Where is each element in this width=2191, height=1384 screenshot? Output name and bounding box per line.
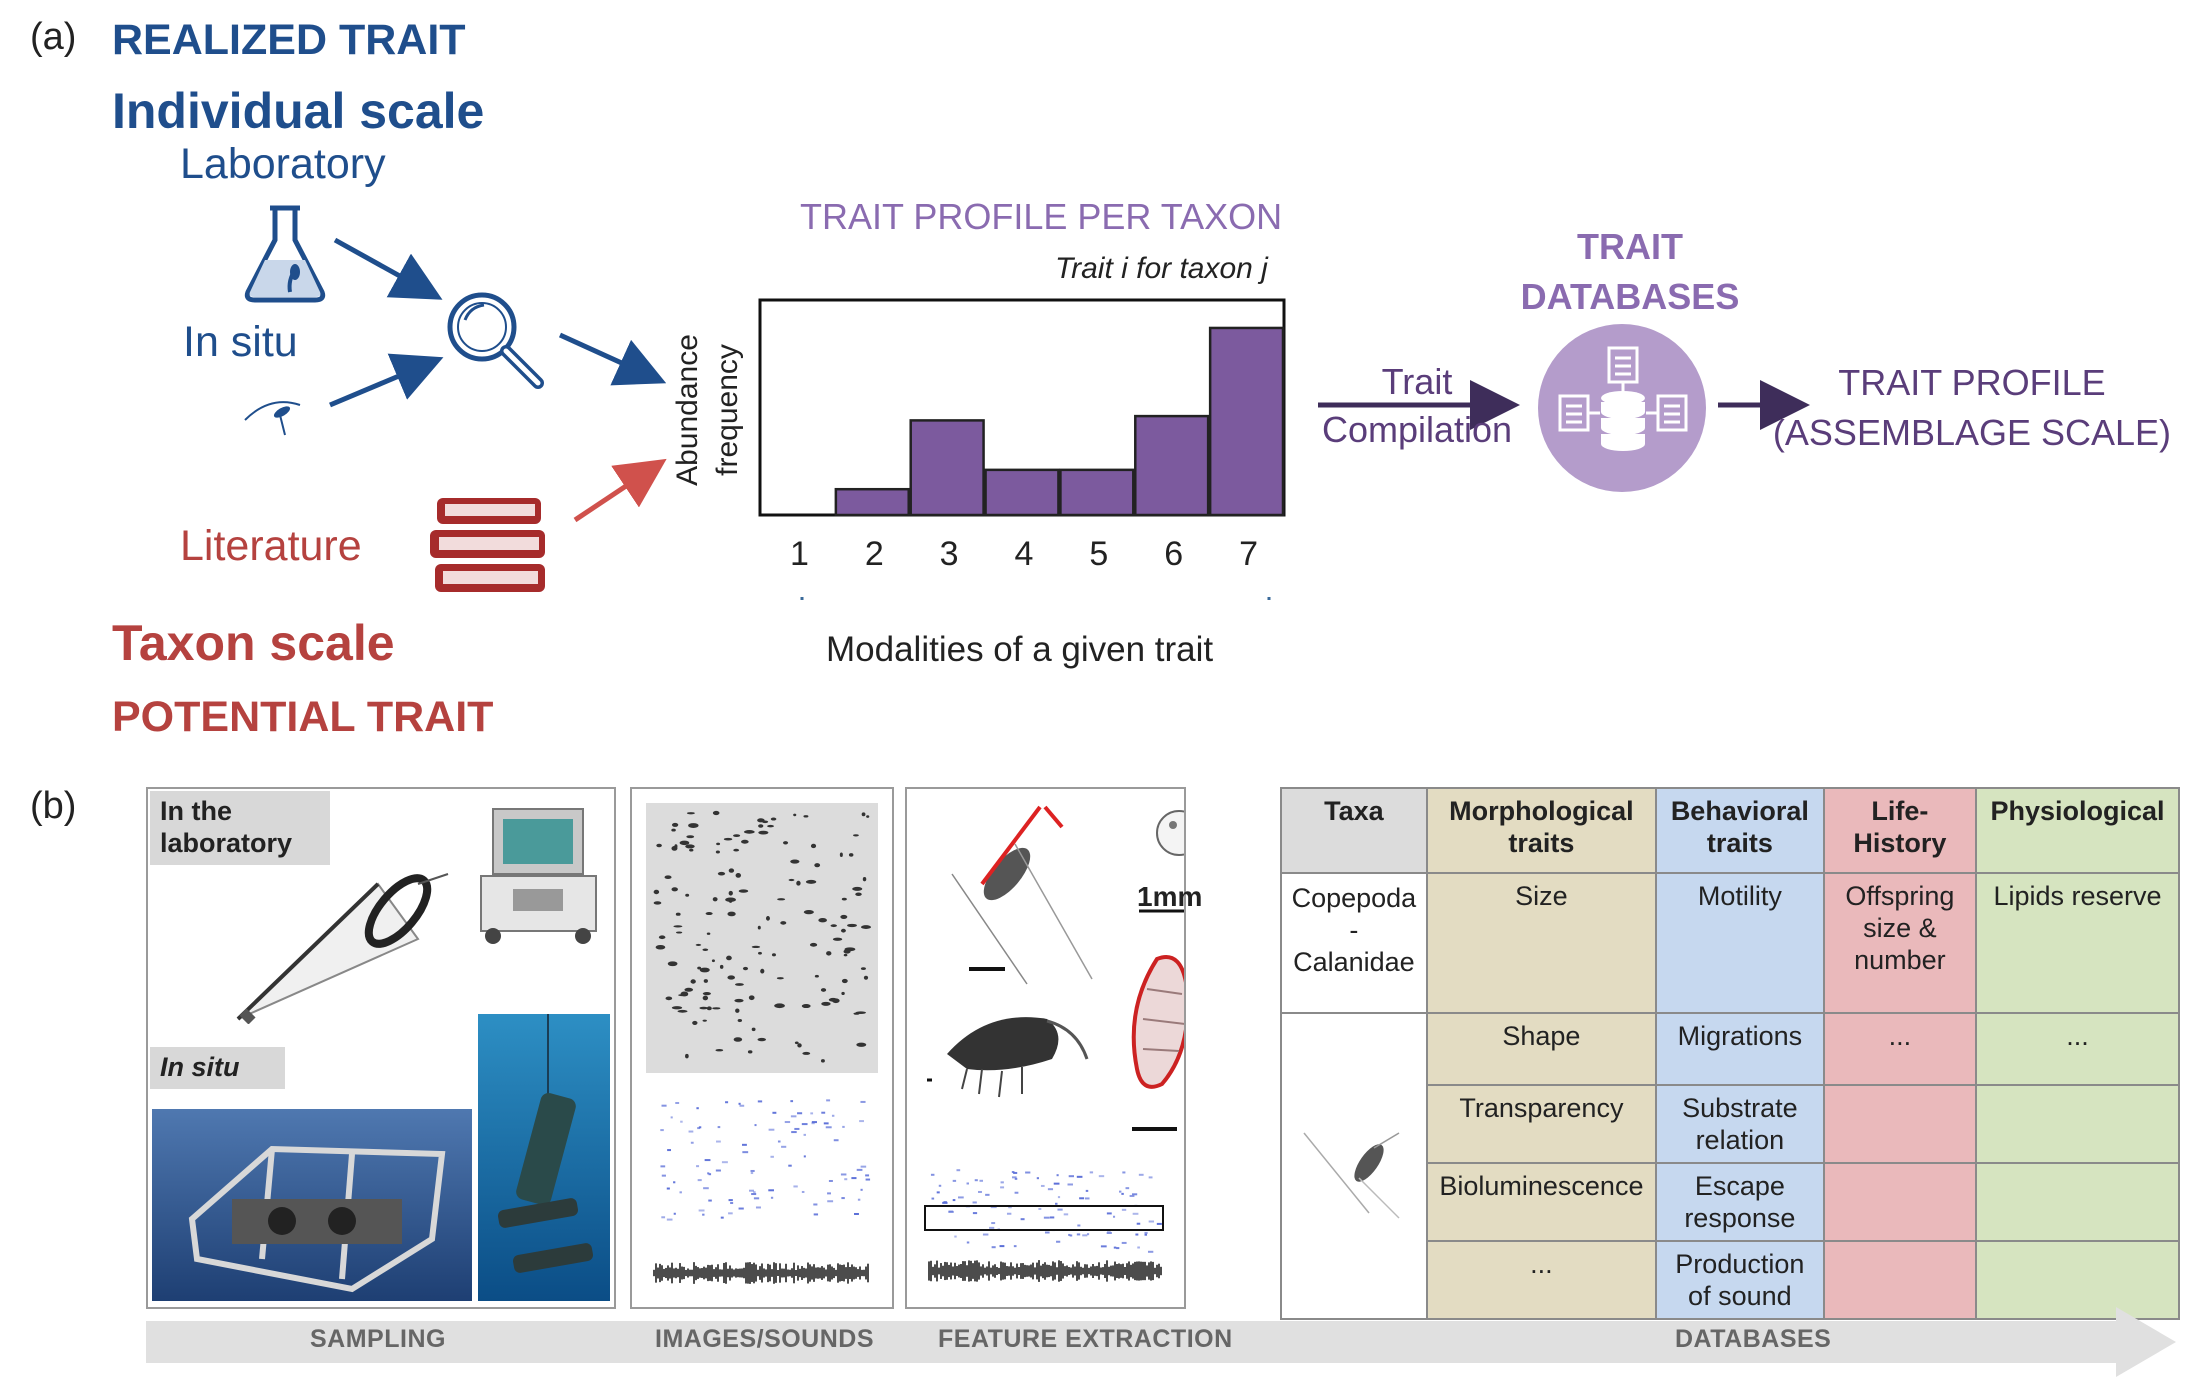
panel-a-arrows	[329, 237, 1810, 523]
realized-trait-label: REALIZED TRAIT	[112, 16, 466, 64]
arrow-literature-to-chart	[573, 458, 667, 523]
in-situ-photo-label: In situ	[160, 1052, 240, 1082]
in-the-laboratory-label: In the laboratory	[160, 796, 293, 858]
laboratory-label: Laboratory	[180, 140, 386, 188]
potential-trait-label: POTENTIAL TRAIT	[112, 693, 494, 741]
scale-1mm-label: 1mm	[1137, 881, 1203, 912]
table-cell: Substrate relation	[1655, 1084, 1825, 1164]
pipeline-arrow	[146, 1307, 2176, 1377]
table-cell: Production of sound	[1655, 1240, 1825, 1320]
tick-label-5: 5	[1089, 535, 1108, 573]
databases-line1: TRAIT	[1577, 226, 1683, 267]
panel-a-letter: (a)	[30, 16, 77, 58]
taxon-image-cell	[1280, 1012, 1428, 1320]
compilation-line2: Compilation	[1321, 409, 1513, 450]
in-situ-instrument-photo	[152, 1109, 472, 1301]
y-label-line1: Abundance	[671, 334, 704, 486]
arrow-lab-to-magnifier	[333, 237, 443, 300]
x-axis-label: Modalities of a given trait	[826, 630, 1214, 669]
profile-line1: TRAIT PROFILE	[1838, 362, 2106, 403]
copepod-image	[1303, 1131, 1400, 1219]
bar-7	[1208, 326, 1285, 517]
individual-scale-label: Individual scale	[112, 83, 485, 139]
tick-label-3: 3	[940, 535, 959, 573]
stage-images-sounds: IMAGES/SOUNDS	[655, 1325, 875, 1353]
table-cell: Size	[1425, 872, 1658, 1014]
plankton-scan-image	[646, 803, 878, 1073]
table-cell: ...	[1425, 1240, 1658, 1320]
literature-label: Literature	[180, 522, 362, 570]
images-sounds-box	[630, 787, 894, 1309]
specimens-rendered	[927, 810, 1184, 1131]
bar-5	[1059, 468, 1135, 517]
in-situ-label: In situ	[183, 318, 298, 366]
table-cell	[1822, 1240, 1978, 1320]
chart-subtitle: Trait i for taxon j	[1055, 252, 1268, 285]
tick-label-7: 7	[1239, 535, 1258, 573]
modalities-bracket	[800, 597, 1271, 600]
feature-spectrogram-image	[921, 1149, 1171, 1299]
header-life-history: Life-History	[1822, 787, 1978, 874]
trait-profile-title: TRAIT PROFILE PER TAXON	[800, 196, 1283, 237]
panel-b-letter: (b)	[30, 785, 77, 827]
table-cell: Migrations	[1655, 1012, 1825, 1086]
stage-feature-extraction: FEATURE EXTRACTION	[938, 1325, 1233, 1353]
plankton-net-image	[236, 873, 449, 1024]
compilation-line1: Trait	[1381, 361, 1453, 402]
sampling-box: In the laboratory In situ	[146, 787, 616, 1309]
tick-label-1: 1	[790, 535, 809, 573]
header-taxa: Taxa	[1280, 787, 1428, 874]
taxon-name-cell: Copepoda - Calanidae	[1280, 872, 1428, 1014]
bar-6	[1134, 414, 1210, 517]
underwater-camera-photo	[478, 1014, 610, 1301]
trait-database-table: Taxa Morphological traits Behavioral tra…	[1280, 787, 2180, 1320]
bar-2	[834, 487, 910, 517]
table-cell: Shape	[1425, 1012, 1658, 1086]
tick-label-6: 6	[1164, 535, 1183, 573]
bar-4	[984, 468, 1060, 517]
spectrogram-image	[646, 1079, 878, 1301]
stage-databases: DATABASES	[1675, 1325, 1832, 1353]
table-cell: ...	[1822, 1012, 1978, 1086]
books-icon	[430, 498, 545, 592]
tick-label-2: 2	[865, 535, 884, 573]
feature-extraction-box: 1mm	[905, 787, 1202, 1309]
table-cell: ...	[1975, 1012, 2180, 1086]
stage-sampling: SAMPLING	[310, 1325, 446, 1353]
table-cell: Transparency	[1425, 1084, 1658, 1164]
table-cell	[1975, 1084, 2180, 1164]
header-morphological: Morphological traits	[1425, 787, 1658, 874]
trait-histogram: 1 2 3 4 5 6 7	[758, 298, 1286, 600]
profile-line2: (ASSEMBLAGE SCALE)	[1772, 412, 2172, 453]
table-cell	[1822, 1162, 1978, 1242]
database-icon	[1538, 324, 1706, 492]
feature-extraction-images	[951, 805, 1093, 985]
table-cell: Bioluminescence	[1425, 1162, 1658, 1242]
magnifier-icon	[447, 292, 544, 389]
table-cell	[1822, 1084, 1978, 1164]
table-cell: Motility	[1655, 872, 1825, 1014]
table-cell	[1975, 1162, 2180, 1242]
table-cell: Offspring size & number	[1822, 872, 1978, 1014]
databases-line2: DATABASES	[1520, 276, 1740, 317]
copepod-icon	[244, 401, 301, 436]
bar-3	[909, 419, 985, 517]
flask-icon	[244, 205, 326, 303]
taxon-scale-label: Taxon scale	[112, 615, 395, 671]
header-physiological: Physiological	[1975, 787, 2180, 874]
table-cell: Lipids reserve	[1975, 872, 2180, 1014]
arrow-insitu-to-magnifier	[329, 353, 444, 408]
table-cell: Escape response	[1655, 1162, 1825, 1242]
lab-instrument-image	[480, 808, 597, 944]
tick-label-4: 4	[1015, 535, 1034, 573]
arrow-magnifier-to-chart	[558, 332, 667, 386]
table-cell	[1975, 1240, 2180, 1320]
header-behavioral: Behavioral traits	[1655, 787, 1825, 874]
